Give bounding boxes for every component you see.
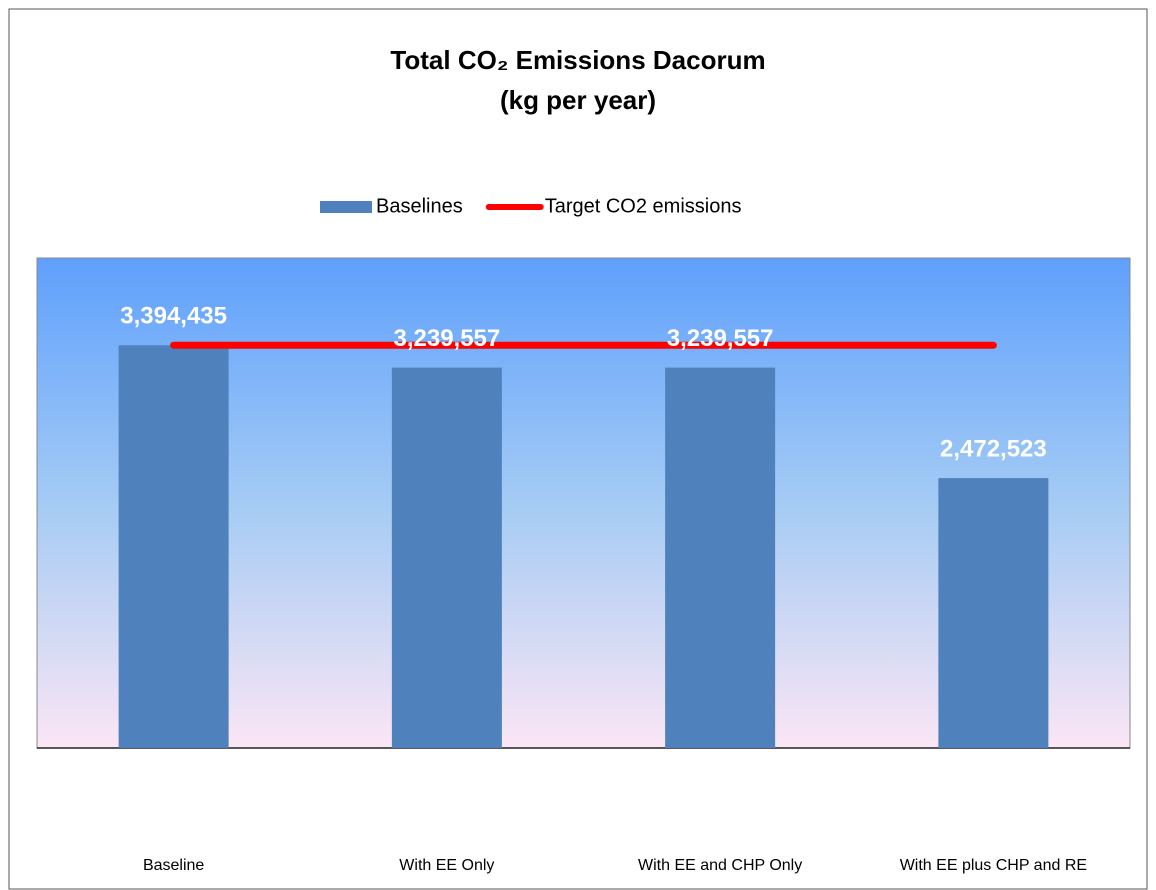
x-tick-label: With EE Only xyxy=(399,857,494,874)
data-label: 3,239,557 xyxy=(667,325,774,352)
x-tick-label: With EE plus CHP and RE xyxy=(900,857,1087,874)
legend-label: Target CO2 emissions xyxy=(545,195,742,217)
bar xyxy=(118,345,229,748)
chart-title: Total CO₂ Emissions Dacorum xyxy=(390,45,765,75)
legend-swatch xyxy=(320,201,372,213)
data-label: 3,239,557 xyxy=(393,325,500,352)
data-label: 2,472,523 xyxy=(940,435,1047,462)
bar xyxy=(938,478,1049,748)
bar xyxy=(391,367,502,748)
legend-label: Baselines xyxy=(376,195,463,217)
data-label: 3,394,435 xyxy=(120,303,227,330)
bar xyxy=(665,367,776,748)
chart-subtitle: (kg per year) xyxy=(500,85,656,115)
x-tick-label: With EE and CHP Only xyxy=(638,857,802,874)
x-tick-label: Baseline xyxy=(143,857,204,874)
